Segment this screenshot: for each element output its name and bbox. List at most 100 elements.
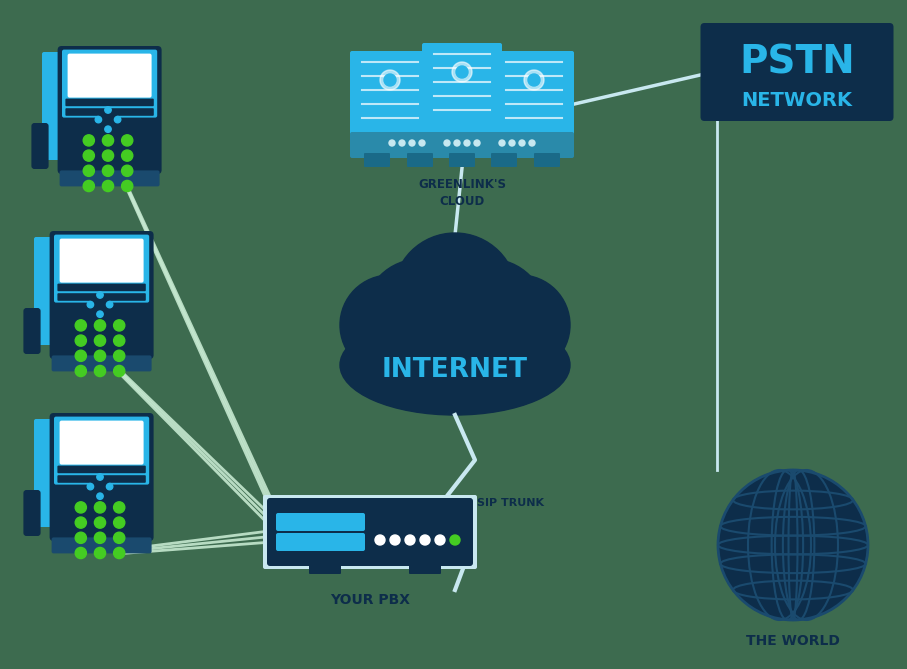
Circle shape [106,484,112,490]
Circle shape [390,535,400,545]
Circle shape [75,502,86,513]
FancyBboxPatch shape [700,23,893,121]
Circle shape [364,259,476,371]
FancyBboxPatch shape [54,235,149,302]
Circle shape [113,533,125,543]
Circle shape [340,275,440,375]
Circle shape [450,535,460,545]
FancyBboxPatch shape [57,475,146,483]
Circle shape [420,535,430,545]
Circle shape [114,116,121,123]
FancyBboxPatch shape [42,52,63,160]
Circle shape [83,134,94,146]
FancyBboxPatch shape [60,239,143,282]
Circle shape [529,140,535,146]
FancyBboxPatch shape [57,284,146,291]
Circle shape [75,533,86,543]
Circle shape [102,150,113,161]
Circle shape [409,140,415,146]
Circle shape [75,517,86,529]
Circle shape [83,165,94,177]
Circle shape [384,74,396,86]
FancyBboxPatch shape [24,490,41,536]
FancyBboxPatch shape [534,153,560,167]
Circle shape [524,70,544,90]
Circle shape [75,350,86,361]
Circle shape [122,165,132,177]
Circle shape [434,259,546,371]
Circle shape [91,295,110,314]
FancyBboxPatch shape [494,51,574,145]
FancyBboxPatch shape [32,123,49,169]
Circle shape [75,365,86,377]
Text: THE WORLD: THE WORLD [746,634,840,648]
FancyBboxPatch shape [52,355,151,371]
Circle shape [75,547,86,559]
Circle shape [464,140,470,146]
Circle shape [456,66,468,78]
FancyBboxPatch shape [58,46,161,174]
Circle shape [97,493,103,499]
FancyBboxPatch shape [267,498,473,566]
FancyBboxPatch shape [409,562,441,574]
Text: GREENLINK'S
CLOUD: GREENLINK'S CLOUD [418,178,506,208]
FancyBboxPatch shape [449,153,475,167]
Circle shape [528,74,540,86]
FancyBboxPatch shape [24,308,41,354]
Circle shape [718,470,868,620]
Circle shape [113,320,125,331]
Circle shape [97,292,103,298]
Circle shape [452,62,472,82]
Circle shape [122,134,132,146]
Circle shape [87,302,93,308]
Circle shape [499,140,505,146]
Circle shape [470,275,570,375]
Circle shape [75,320,86,331]
FancyBboxPatch shape [263,495,477,569]
Circle shape [405,535,415,545]
Text: SIP TRUNK: SIP TRUNK [477,498,544,508]
FancyBboxPatch shape [57,466,146,473]
Circle shape [106,302,112,308]
Text: INTERNET: INTERNET [382,357,528,383]
Text: NETWORK: NETWORK [742,90,853,110]
Circle shape [454,140,460,146]
Circle shape [94,517,105,529]
Circle shape [122,150,132,161]
Circle shape [94,502,105,513]
FancyBboxPatch shape [491,153,517,167]
Circle shape [94,350,105,361]
Circle shape [94,547,105,559]
Circle shape [83,150,94,161]
FancyBboxPatch shape [65,108,154,116]
Text: YOUR PBX: YOUR PBX [330,593,410,607]
Circle shape [94,320,105,331]
Circle shape [94,335,105,346]
Circle shape [435,535,445,545]
FancyBboxPatch shape [50,231,153,359]
Circle shape [95,116,102,123]
Circle shape [97,311,103,317]
FancyBboxPatch shape [62,50,157,118]
FancyBboxPatch shape [50,413,153,541]
FancyBboxPatch shape [68,54,151,98]
Circle shape [97,474,103,480]
Circle shape [122,181,132,191]
Circle shape [519,140,525,146]
Circle shape [113,547,125,559]
Circle shape [102,165,113,177]
FancyBboxPatch shape [54,417,149,484]
FancyBboxPatch shape [276,513,365,531]
Circle shape [91,477,110,496]
FancyBboxPatch shape [364,153,390,167]
Circle shape [105,107,112,113]
Circle shape [102,181,113,191]
Circle shape [94,365,105,377]
Circle shape [444,140,450,146]
Circle shape [474,140,480,146]
Circle shape [102,134,113,146]
Circle shape [83,181,94,191]
Circle shape [113,365,125,377]
Circle shape [105,126,112,132]
Circle shape [113,502,125,513]
